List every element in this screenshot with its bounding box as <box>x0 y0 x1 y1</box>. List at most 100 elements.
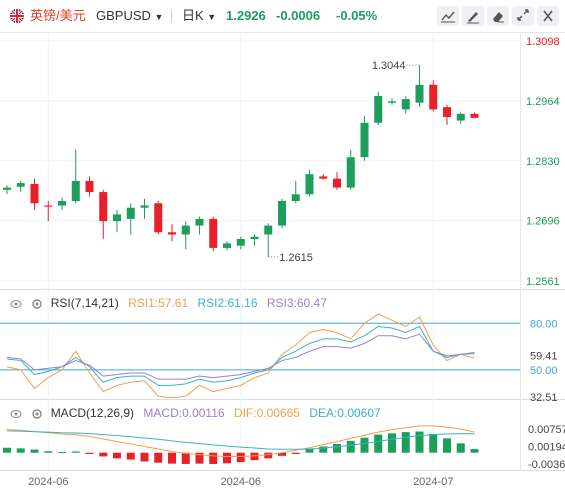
candle-body <box>181 225 190 235</box>
macd-histogram-bar <box>113 452 121 459</box>
dea-line <box>6 430 475 450</box>
high-price-label: 1.3044 <box>372 60 406 72</box>
macd-histogram-bar <box>16 448 25 453</box>
rsi-header: RSI(7,14,21) RSI1:57.61 RSI2:61.16 RSI3:… <box>10 296 327 310</box>
macd-histogram-bar <box>154 452 163 463</box>
candle-body <box>99 192 108 222</box>
period-selector[interactable]: 日K ▼ <box>182 8 216 25</box>
eye-icon[interactable] <box>10 409 22 419</box>
candle-body <box>113 214 121 222</box>
toolbar-divider: | <box>170 8 174 23</box>
candle-body <box>71 180 80 201</box>
candlestick-chart[interactable]: 1.3098 1.2964 1.2830 1.2696 1.2561 1.3044 1.26… <box>0 32 565 493</box>
macd-axis-label: 0.00194 <box>528 442 565 454</box>
candle-body <box>195 218 204 226</box>
candle-body <box>3 187 11 190</box>
uk-flag-icon <box>10 9 24 23</box>
macd-histogram-bar <box>360 437 369 453</box>
macd-histogram-bar <box>223 452 231 464</box>
rsi-axis-label: 32.51 <box>530 392 558 404</box>
dif-value: DIF:0.00665 <box>233 406 300 420</box>
rsi3-line <box>6 333 475 380</box>
candle-body <box>415 84 424 103</box>
candle-body <box>443 107 451 117</box>
macd-histogram-bar <box>278 452 286 456</box>
candle-body <box>401 99 410 110</box>
candle-body <box>85 180 94 193</box>
candle-body <box>140 205 149 208</box>
rsi-axis-label: 59.41 <box>530 350 558 362</box>
candle-body <box>470 113 479 118</box>
last-price: 1.2926 <box>226 8 266 23</box>
price-change-pct: -0.05% <box>336 8 378 23</box>
pair-name: 英镑/美元 <box>30 8 86 23</box>
price-tick-label: 1.3098 <box>526 36 560 48</box>
candle-body <box>319 176 328 179</box>
candle-body <box>209 218 218 248</box>
candle-body <box>44 205 53 207</box>
close-button[interactable] <box>537 6 559 26</box>
macd-histogram-bar <box>333 443 341 453</box>
drawing-tools-button[interactable] <box>462 6 484 26</box>
candle-body <box>154 203 163 233</box>
price-change: -0.0006 <box>276 8 321 23</box>
price-tick-label: 1.2964 <box>526 96 560 108</box>
low-price-label: 1.2615 <box>279 252 313 264</box>
macd-histogram-bar <box>236 452 245 463</box>
candle-body <box>429 84 438 110</box>
macd-histogram-bar <box>3 447 11 453</box>
rsi1-value: RSI1:57.61 <box>128 296 189 310</box>
eye-icon[interactable] <box>10 299 22 309</box>
candle-body <box>264 225 273 235</box>
eraser-icon <box>493 12 504 23</box>
price-tick-label: 1.2561 <box>526 276 560 288</box>
draw-line-button[interactable] <box>437 6 459 26</box>
macd-histogram-bar <box>456 443 465 453</box>
gear-icon[interactable] <box>31 409 43 419</box>
candle-body <box>333 178 341 188</box>
macd-histogram-bar <box>58 452 66 454</box>
macd-histogram-bar <box>126 452 135 460</box>
macd-histogram-bar <box>443 438 451 453</box>
time-tick-label: 2024-06 <box>28 476 68 488</box>
time-tick-label: 2024-06 <box>221 476 261 488</box>
macd-histogram-bar <box>209 452 218 464</box>
symbol-label: GBPUSD <box>96 8 151 23</box>
macd-histogram-bar <box>99 452 108 457</box>
macd-value: MACD:0.00116 <box>143 406 225 420</box>
price-tick-label: 1.2696 <box>526 216 560 228</box>
macd-histogram-bar <box>30 449 39 453</box>
candle-body <box>58 201 66 206</box>
rsi-name: RSI(7,14,21) <box>50 296 119 310</box>
macd-histogram-bar <box>181 452 190 464</box>
macd-histogram-bar <box>291 452 300 454</box>
macd-histogram-bar <box>429 433 438 453</box>
macd-histogram-bar <box>388 433 396 453</box>
macd-header: MACD(12,26,9) MACD:0.00116 DIF:0.00665 D… <box>10 406 381 420</box>
rsi-axis-label: 80.00 <box>530 318 558 330</box>
candle-body <box>360 122 369 158</box>
macd-histogram-bar <box>264 452 273 459</box>
fullscreen-button[interactable] <box>512 6 534 26</box>
candle-body <box>223 243 231 248</box>
candle-body <box>16 183 25 187</box>
draw-line-icon <box>441 11 455 23</box>
macd-histogram-bar <box>85 452 94 454</box>
eraser-button[interactable] <box>487 6 509 26</box>
candle-body <box>374 95 383 123</box>
time-tick-label: 2024-07 <box>413 476 453 488</box>
macd-axis-label: 0.00757 <box>528 424 565 436</box>
macd-histogram-bar <box>470 449 479 453</box>
dif-line <box>6 425 475 457</box>
rsi2-value: RSI2:61.16 <box>197 296 258 310</box>
macd-name: MACD(12,26,9) <box>50 406 135 420</box>
macd-histogram-bar <box>319 446 328 453</box>
gear-icon[interactable] <box>31 299 43 309</box>
chevron-down-icon: ▼ <box>207 12 217 22</box>
price-tick-label: 1.2830 <box>526 156 560 168</box>
candle-body <box>30 184 39 204</box>
rsi1-line <box>6 313 475 399</box>
symbol-selector[interactable]: GBPUSD ▼ <box>96 8 163 25</box>
macd-histogram-bar <box>168 452 176 464</box>
macd-histogram-bar <box>401 432 410 453</box>
